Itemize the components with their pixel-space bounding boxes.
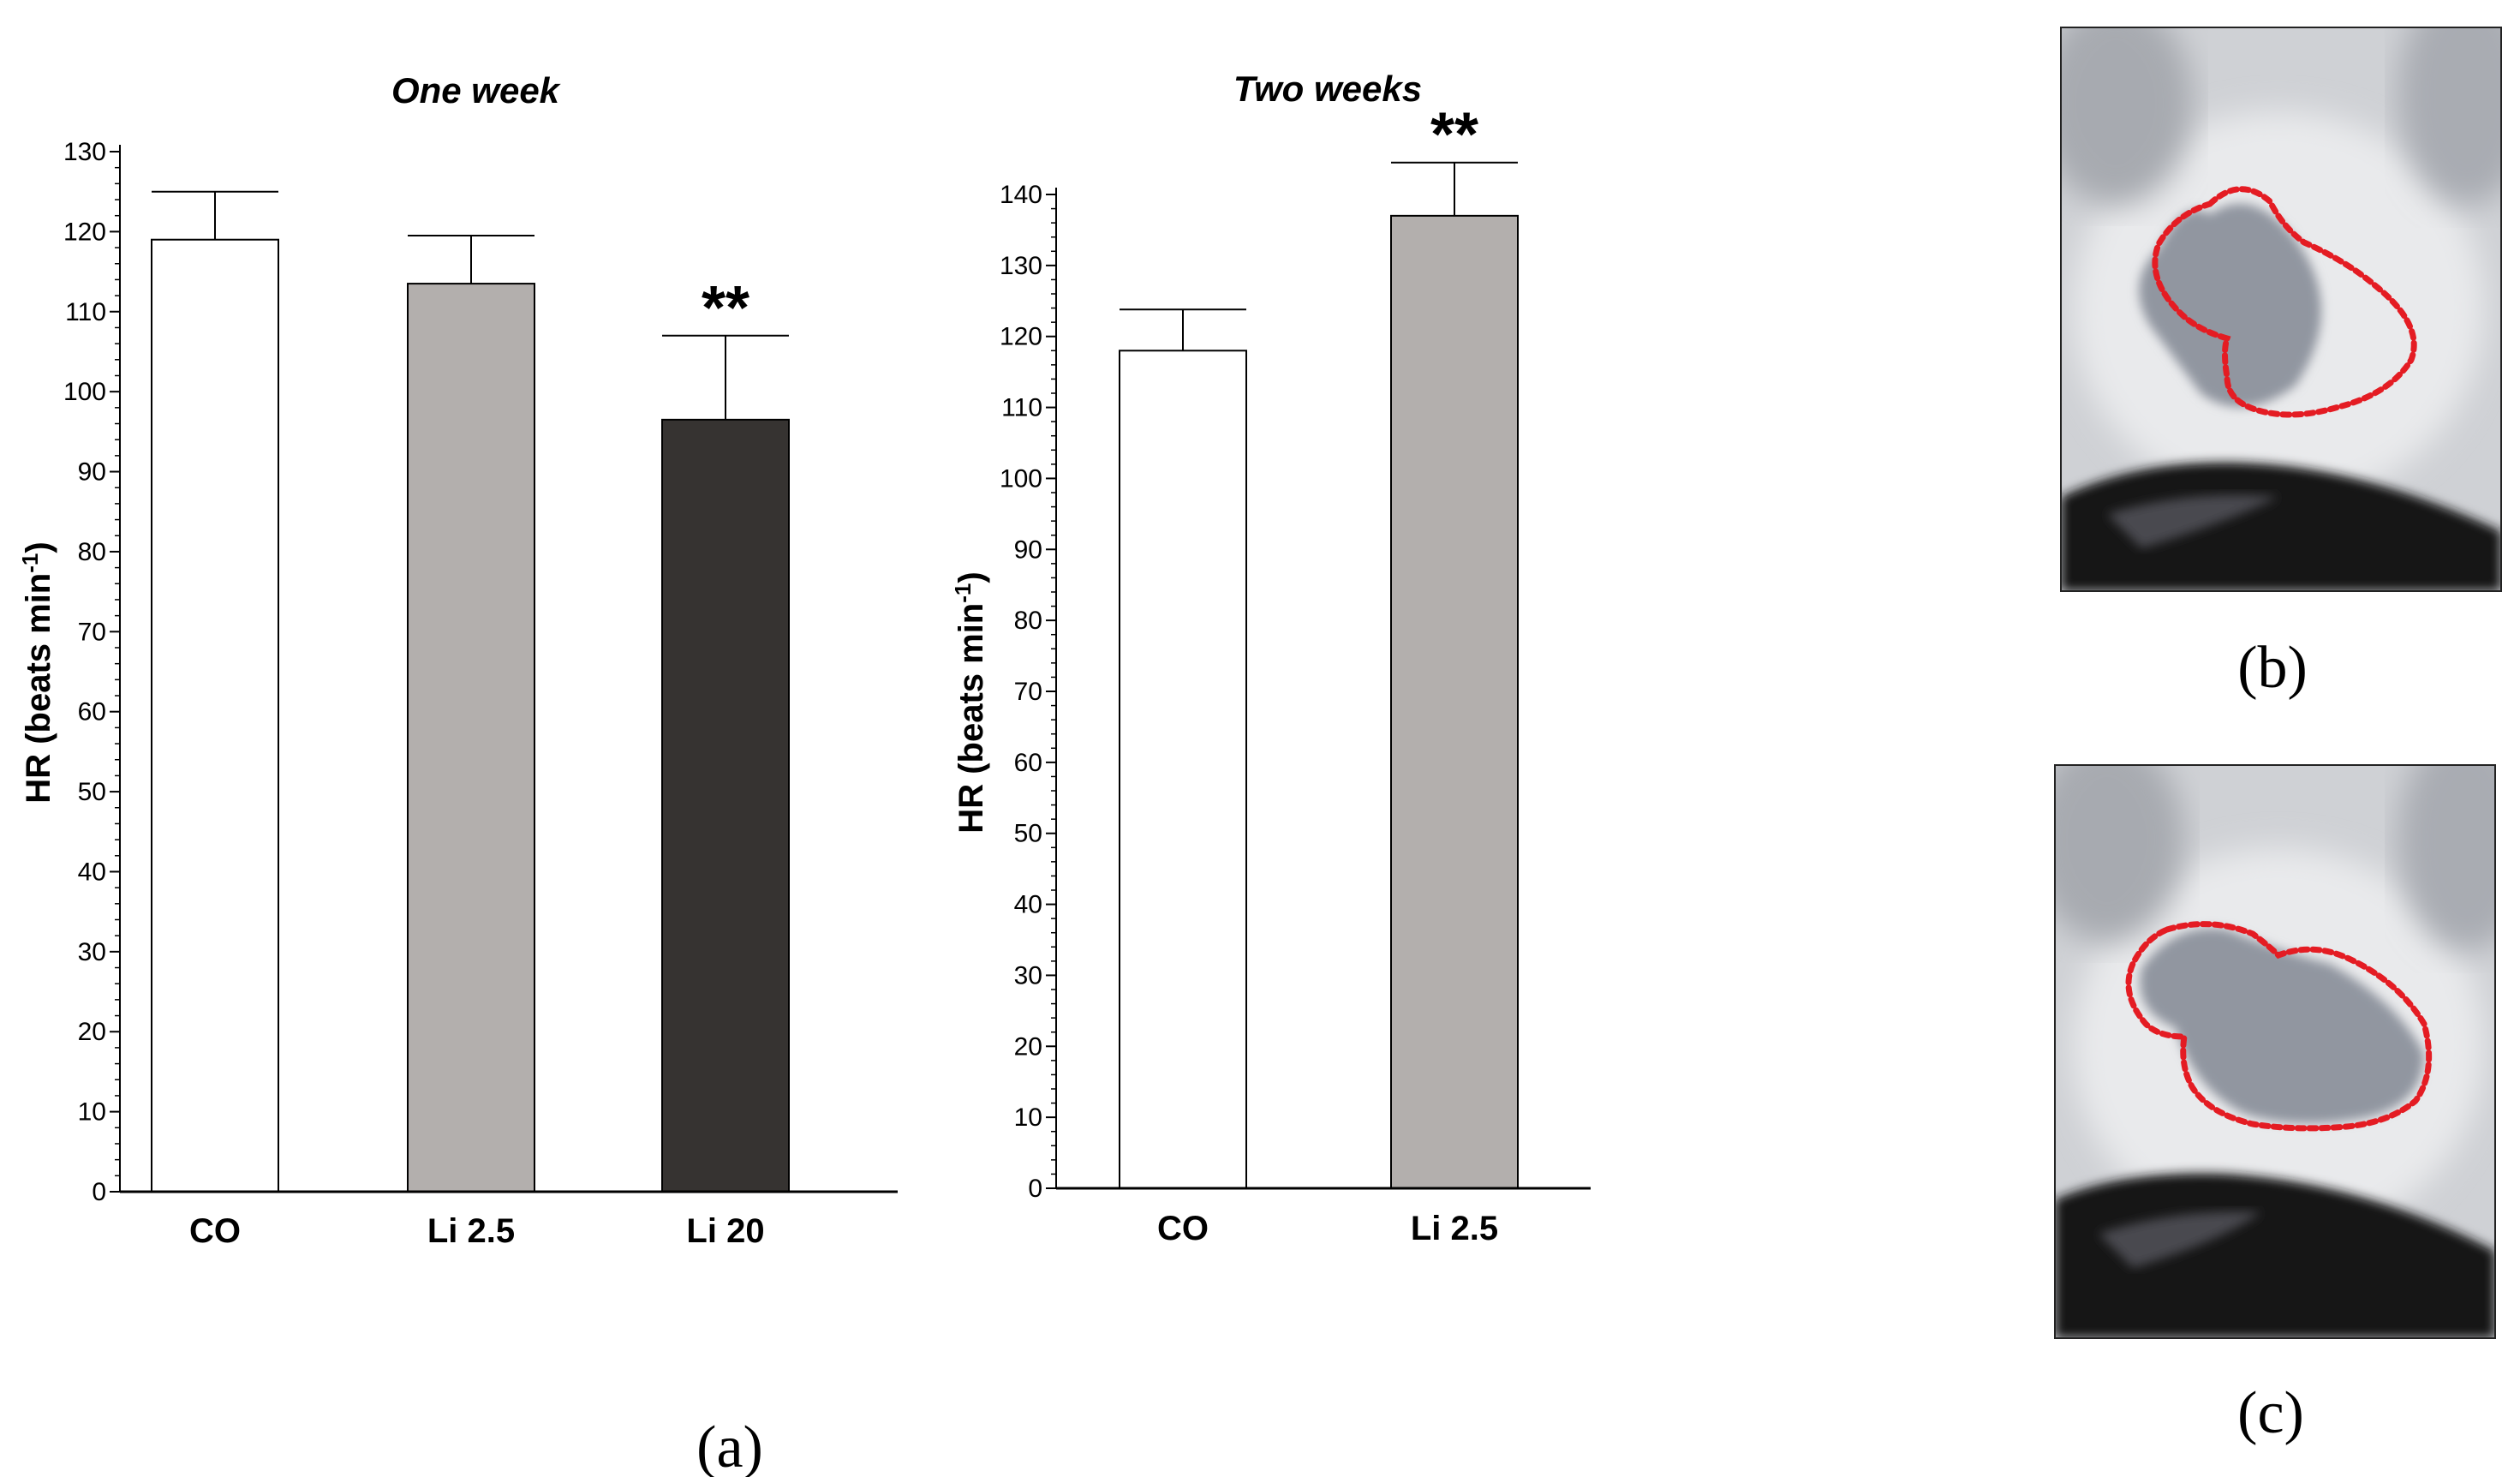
- y-tick-label: 30: [1014, 961, 1042, 990]
- y-tick-label: 50: [78, 778, 106, 806]
- x-category-label: Li 2.5: [427, 1212, 515, 1250]
- bar: [1119, 350, 1247, 1189]
- tissue-region: [2140, 928, 2424, 1124]
- photo-dark-area: [2099, 1211, 2261, 1268]
- y-tick-label: 40: [78, 858, 106, 886]
- y-tick-label: 0: [1028, 1175, 1042, 1203]
- axes: [1055, 188, 1591, 1190]
- tissue-region: [2139, 203, 2321, 408]
- y-axis-label-main: HR (beats min: [20, 573, 57, 804]
- y-tick-label: 110: [1001, 394, 1042, 422]
- y-tick-label: 120: [1000, 323, 1042, 351]
- photo-shadow: [2061, 27, 2193, 206]
- photo-dark-area: [2055, 1173, 2495, 1338]
- y-tick-label: 100: [63, 378, 106, 406]
- x-category-label: Li 2.5: [1411, 1210, 1498, 1247]
- y-tick-label: 0: [92, 1178, 106, 1206]
- y-axis-label-close: ): [952, 571, 990, 583]
- photo-shadow: [2398, 765, 2495, 951]
- bar: [661, 418, 790, 1193]
- y-tick-label: 70: [1014, 678, 1042, 706]
- y-axis-label-main: HR (beats min: [952, 603, 990, 834]
- chart-one-week: One week HR (beats min-1) 0 10 20 30 40 50 60 7…: [17, 70, 898, 1250]
- y-tick-label: 20: [78, 1018, 106, 1046]
- region-outline: [2125, 921, 2433, 1132]
- bar: [151, 238, 279, 1193]
- y-tick-label: 60: [1014, 749, 1042, 777]
- bars: **: [1119, 101, 1519, 1189]
- panel-label-c: (c): [2237, 1380, 2304, 1446]
- chart-two-weeks: Two weeks HR (beats min-1) 0 10 20 30 40 50 60…: [950, 69, 1591, 1247]
- panel-label-b: (b): [2237, 635, 2308, 701]
- photo-frame: [2060, 27, 2502, 592]
- bar: [1390, 214, 1519, 1189]
- y-axis-label-superscript: -1: [950, 583, 976, 603]
- panel-label-a: (a): [696, 1414, 763, 1477]
- y-tick-label: 10: [1014, 1103, 1042, 1132]
- photo-panel-b: [2060, 27, 2502, 592]
- x-category-label: CO: [189, 1212, 241, 1250]
- chart-title: Two weeks: [1233, 69, 1422, 109]
- region-outline: [2152, 186, 2417, 418]
- chart-title: One week: [391, 70, 562, 111]
- x-category-label: CO: [1157, 1210, 1209, 1247]
- category-labels: CO Li 2.5: [1157, 1210, 1498, 1247]
- y-axis-label-superscript: -1: [17, 553, 43, 573]
- photo-shadow: [2055, 765, 2184, 942]
- significance-marker: **: [1430, 101, 1478, 170]
- x-category-label: Li 20: [686, 1212, 764, 1250]
- photo-shadow: [2398, 27, 2501, 206]
- y-axis-label-close: ): [20, 541, 57, 553]
- y-tick-label: 40: [1014, 891, 1042, 919]
- y-tick-label: 90: [78, 458, 106, 487]
- y-tick-label: 10: [78, 1098, 106, 1127]
- y-tick-label: 140: [1000, 181, 1042, 209]
- bar: [407, 283, 535, 1193]
- axes: [119, 145, 898, 1193]
- y-tick-label: 110: [65, 298, 106, 326]
- y-tick-label: 60: [78, 698, 106, 727]
- y-tick-label: 130: [63, 138, 106, 166]
- photo-dark-area: [2107, 494, 2278, 548]
- y-tick-label: 50: [1014, 820, 1042, 848]
- significance-marker: **: [702, 274, 749, 343]
- y-tick-label: 130: [1000, 252, 1042, 280]
- y-tick-label: 80: [78, 538, 106, 566]
- photo-dark-area: [2061, 462, 2501, 591]
- y-tick-label: 30: [78, 938, 106, 966]
- y-axis-ticks: 0 10 20 30 40 50 60 70 80 90 100 110 120 130: [63, 138, 120, 1206]
- y-axis-label: HR (beats min-1): [950, 571, 990, 833]
- photo-panel-c: [2054, 764, 2496, 1339]
- y-tick-label: 70: [78, 618, 106, 646]
- y-tick-label: 100: [1000, 464, 1042, 493]
- bars: **: [151, 190, 790, 1193]
- photo-frame: [2054, 764, 2496, 1339]
- y-axis-label: HR (beats min-1): [17, 541, 57, 803]
- y-tick-label: 120: [63, 218, 106, 246]
- y-axis-ticks: 0 10 20 30 40 50 60 70 80 90 100 110 120 130 140: [1000, 181, 1056, 1203]
- y-tick-label: 80: [1014, 607, 1042, 635]
- y-tick-label: 20: [1014, 1032, 1042, 1061]
- category-labels: CO Li 2.5 Li 20: [189, 1212, 765, 1250]
- y-tick-label: 90: [1014, 535, 1042, 564]
